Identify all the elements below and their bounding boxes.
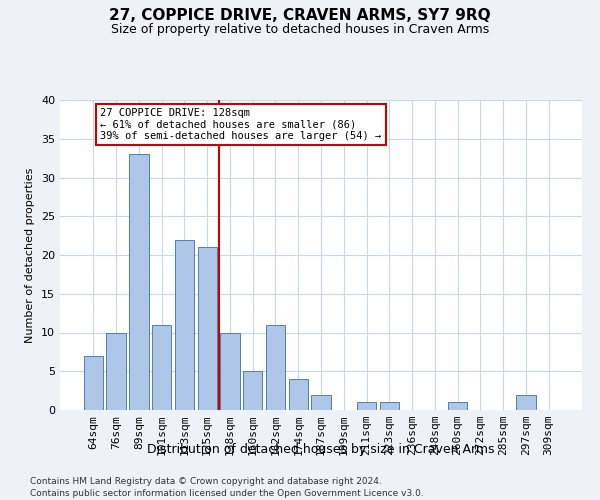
Bar	[380, 402, 399, 410]
Bar	[289, 379, 308, 410]
Text: 27, COPPICE DRIVE, CRAVEN ARMS, SY7 9RQ: 27, COPPICE DRIVE, CRAVEN ARMS, SY7 9RQ	[109, 8, 491, 22]
Text: Size of property relative to detached houses in Craven Arms: Size of property relative to detached ho…	[111, 22, 489, 36]
Bar	[357, 402, 376, 410]
Bar	[516, 394, 536, 410]
Bar	[106, 332, 126, 410]
Bar	[152, 325, 172, 410]
Bar	[197, 247, 217, 410]
Y-axis label: Number of detached properties: Number of detached properties	[25, 168, 35, 342]
Bar	[129, 154, 149, 410]
Text: Distribution of detached houses by size in Craven Arms: Distribution of detached houses by size …	[147, 442, 495, 456]
Bar	[311, 394, 331, 410]
Text: Contains public sector information licensed under the Open Government Licence v3: Contains public sector information licen…	[30, 489, 424, 498]
Bar	[266, 325, 285, 410]
Text: Contains HM Land Registry data © Crown copyright and database right 2024.: Contains HM Land Registry data © Crown c…	[30, 478, 382, 486]
Text: 27 COPPICE DRIVE: 128sqm
← 61% of detached houses are smaller (86)
39% of semi-d: 27 COPPICE DRIVE: 128sqm ← 61% of detach…	[100, 108, 382, 141]
Bar	[243, 371, 262, 410]
Bar	[175, 240, 194, 410]
Bar	[448, 402, 467, 410]
Bar	[220, 332, 239, 410]
Bar	[84, 356, 103, 410]
